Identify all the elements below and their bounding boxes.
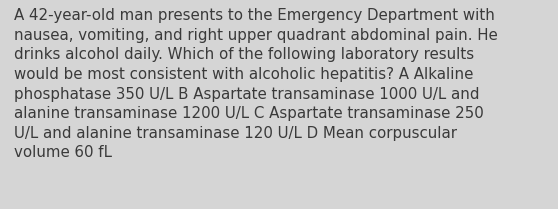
Text: A 42-year-old man presents to the Emergency Department with
nausea, vomiting, an: A 42-year-old man presents to the Emerge…	[14, 8, 498, 160]
